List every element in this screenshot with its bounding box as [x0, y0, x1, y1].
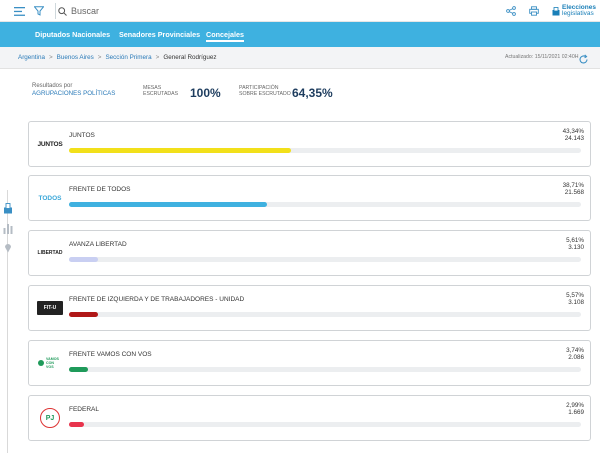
party-card-juntos[interactable]: JUNTOS JUNTOS 43,34% 24.143 — [28, 121, 591, 167]
party-percentage: 38,71% — [562, 182, 584, 189]
party-name: FEDERAL — [69, 406, 99, 413]
party-name: AVANZA LIBERTAD — [69, 241, 127, 248]
participation-label-line1: PARTICIPACIÓN — [239, 85, 279, 91]
tab-diputados-nacionales[interactable]: Diputados Nacionales — [35, 30, 111, 39]
party-card-frente-vamos-con-vos[interactable]: VAMOS CON VOS FRENTE VAMOS CON VOS 3,74%… — [28, 340, 591, 386]
party-percentage: 43,34% — [562, 128, 584, 135]
breadcrumb-separator: > — [155, 54, 160, 61]
side-rail-line — [7, 190, 8, 453]
results-scope-value: AGRUPACIONES POLÍTICAS — [32, 90, 116, 97]
vamos-con-vos-logo-text: VAMOS CON VOS — [46, 357, 59, 369]
todos-logo: TODOS — [35, 188, 65, 208]
brand-subtitle: legislativas — [562, 10, 594, 17]
brand-ballot-icon — [552, 6, 560, 16]
search-icon — [58, 6, 67, 16]
result-bar-track — [69, 202, 581, 207]
result-bar-track — [69, 422, 581, 427]
search-input[interactable] — [71, 6, 331, 16]
todos-logo-text: TODOS — [38, 194, 62, 202]
party-card-avanza-libertad[interactable]: LIBERTAD AVANZA LIBERTAD 5,61% 3.130 — [28, 230, 591, 276]
juntos-logo-text: JUNTOS — [37, 140, 63, 148]
results-scope-prefix: Resultados por — [32, 83, 73, 89]
federal-logo-text: PJ — [45, 414, 55, 422]
party-name: FRENTE VAMOS CON VOS — [69, 351, 152, 358]
category-nav: Diputados Nacionales Senadores Provincia… — [0, 22, 600, 47]
ballot-box-icon[interactable] — [3, 201, 13, 214]
result-bar-fill — [69, 422, 85, 427]
breadcrumb: Argentina > Buenos Aires > Sección Prime… — [18, 47, 217, 68]
map-pin-icon[interactable] — [3, 240, 13, 253]
party-percentage: 5,61% — [566, 237, 584, 244]
vamos-con-vos-logo-dot — [38, 360, 44, 366]
party-name: JUNTOS — [69, 132, 95, 139]
result-bar-fill — [69, 202, 268, 207]
participation-label-line2: SOBRE ESCRUTADO — [239, 91, 291, 97]
breadcrumb-separator: > — [97, 54, 102, 61]
brand-title: Elecciones — [562, 3, 596, 11]
party-votes: 21.568 — [564, 189, 584, 196]
federal-logo-circle: PJ — [40, 408, 60, 428]
fit-u-logo-box: FIT-U — [37, 301, 63, 315]
party-name: FRENTE DE TODOS — [69, 186, 131, 193]
refresh-icon[interactable] — [578, 52, 589, 64]
breadcrumb-buenos-aires[interactable]: Buenos Aires — [56, 54, 94, 61]
party-card-frente-de-todos[interactable]: TODOS FRENTE DE TODOS 38,71% 21.568 — [28, 175, 591, 221]
result-bar-fill — [69, 367, 89, 372]
result-bar-track — [69, 312, 581, 317]
search-box[interactable] — [58, 2, 358, 20]
party-votes: 24.143 — [564, 135, 584, 142]
participation-label: PARTICIPACIÓN SOBRE ESCRUTADO — [239, 85, 291, 97]
party-votes: 2.086 — [568, 354, 584, 361]
party-percentage: 3,74% — [566, 347, 584, 354]
result-bar-track — [69, 148, 581, 153]
filter-icon[interactable] — [32, 4, 46, 18]
participation-value: 64,35% — [292, 86, 333, 100]
results-scope-label: Resultados por AGRUPACIONES POLÍTICAS — [32, 83, 115, 97]
breadcrumb-argentina[interactable]: Argentina — [18, 54, 45, 61]
party-votes: 3.130 — [568, 244, 584, 251]
avanza-libertad-logo: LIBERTAD — [35, 243, 65, 263]
fit-u-logo-text: FIT-U — [43, 305, 57, 311]
result-bar-fill — [69, 148, 291, 153]
federal-logo: PJ — [35, 408, 65, 428]
share-icon[interactable] — [504, 4, 518, 18]
print-icon[interactable] — [527, 4, 541, 18]
party-votes: 3.108 — [568, 299, 584, 306]
tab-concejales[interactable]: Concejales — [206, 22, 244, 47]
party-name: FRENTE DE IZQUIERDA Y DE TRABAJADORES - … — [69, 296, 245, 303]
breadcrumb-bar: Argentina > Buenos Aires > Sección Prime… — [0, 47, 600, 69]
party-card-federal[interactable]: PJ FEDERAL 2,99% 1.669 — [28, 395, 591, 441]
breadcrumb-current: General Rodríguez — [163, 54, 217, 61]
party-card-frente-de-izquierda[interactable]: FIT-U FRENTE DE IZQUIERDA Y DE TRABAJADO… — [28, 285, 591, 331]
breadcrumb-seccion-primera[interactable]: Sección Primera — [105, 54, 152, 61]
result-bar-track — [69, 367, 581, 372]
tab-senadores-provinciales[interactable]: Senadores Provinciales — [119, 30, 201, 39]
mesas-value: 100% — [190, 86, 221, 100]
mesas-label: MESAS ESCRUTADAS — [143, 85, 178, 97]
hamburger-icon[interactable] — [12, 4, 26, 18]
vamos-con-vos-logo: VAMOS CON VOS — [35, 353, 65, 373]
last-updated: Actualizado: 15/11/2021 02:40H — [505, 54, 579, 60]
mesas-label-line2: ESCRUTADAS — [143, 91, 179, 97]
brand-logo: Elecciones legislativas — [552, 3, 596, 19]
party-percentage: 2,99% — [566, 402, 584, 409]
result-bar-track — [69, 257, 581, 262]
party-percentage: 5,57% — [566, 292, 584, 299]
breadcrumb-separator: > — [48, 54, 53, 61]
result-bar-fill — [69, 257, 98, 262]
fit-u-logo: FIT-U — [35, 298, 65, 318]
juntos-logo: JUNTOS — [35, 134, 65, 154]
avanza-libertad-logo-text: LIBERTAD — [37, 250, 63, 256]
party-votes: 1.669 — [568, 409, 584, 416]
mesas-label-line1: MESAS — [143, 85, 162, 91]
toolbar-divider — [55, 3, 56, 19]
bar-chart-icon[interactable] — [3, 221, 13, 234]
top-bar: Elecciones legislativas — [0, 0, 600, 22]
result-bar-fill — [69, 312, 98, 317]
